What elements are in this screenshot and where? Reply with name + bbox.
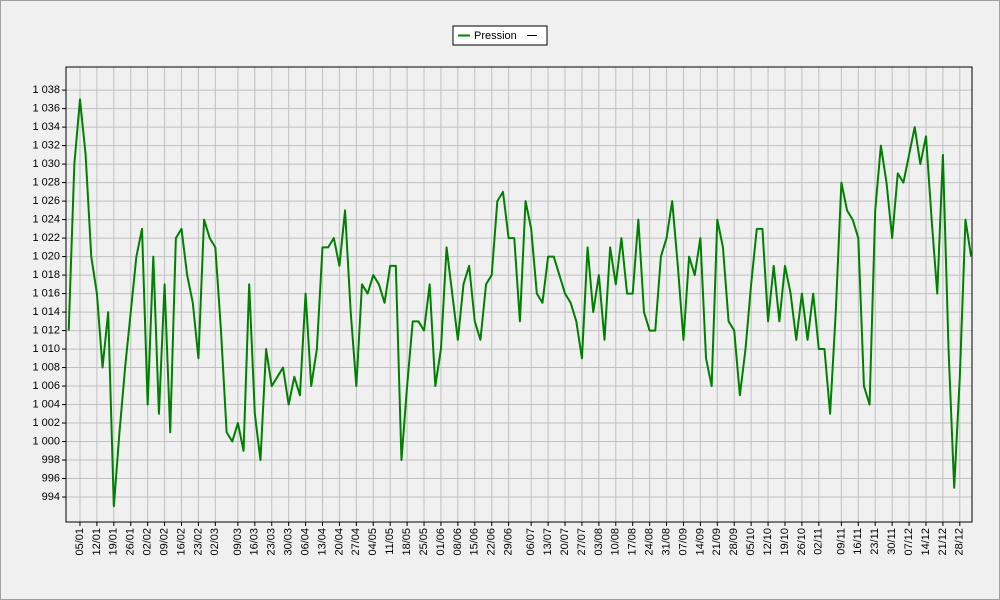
y-tick-label: 1 020 [32,250,60,262]
x-tick-label: 25/05 [418,528,430,556]
plot-frame [65,66,973,523]
legend: Pression [452,25,548,46]
legend-label: Pression [474,30,517,42]
x-tick-label: 16/03 [249,528,261,556]
x-tick-label: 13/07 [542,528,554,556]
x-tick-label: 12/10 [762,528,774,556]
data-line [67,98,973,508]
x-tick-label: 09/11 [835,528,847,555]
y-tick-label: 1 012 [32,324,60,336]
x-tick-label: 17/08 [627,528,639,556]
y-tick-label: 1 016 [32,287,60,299]
y-tick-label: 1 014 [32,306,60,318]
x-tick-label: 01/06 [435,528,447,556]
x-tick-label: 02/02 [142,528,154,556]
x-tick-label: 24/08 [644,528,656,556]
x-tick-label: 07/09 [677,528,689,556]
x-tick-label: 05/01 [74,528,86,556]
x-tick-label: 26/01 [125,528,137,556]
y-tick-label: 1 018 [32,269,60,281]
y-tick-label: 1 022 [32,232,60,244]
x-tick-label: 19/01 [108,528,120,556]
x-tick-label: 14/09 [694,528,706,556]
x-tick-label: 09/03 [232,528,244,556]
y-tick-label: 1 004 [32,398,60,410]
legend-box [452,25,548,46]
x-tick-label: 02/11 [813,528,825,555]
x-tick-label: 07/12 [903,528,915,556]
y-tick-label: 1 010 [32,343,60,355]
x-tick-label: 04/05 [367,528,379,556]
x-tick-label: 16/11 [852,528,864,555]
y-tick-label: 1 032 [32,140,60,152]
x-tick-label: 09/02 [158,528,170,556]
y-tick-label: 996 [42,472,60,484]
x-tick-label: 30/11 [886,528,898,555]
x-tick-label: 21/12 [937,528,949,556]
x-tick-label: 10/08 [610,528,622,556]
x-tick-label: 14/12 [920,528,932,556]
x-tick-label: 20/04 [333,528,345,556]
x-tick-label: 28/12 [954,528,966,556]
x-tick-label: 02/03 [209,528,221,556]
x-tick-label: 27/07 [576,528,588,556]
x-tick-label: 23/11 [869,528,881,555]
x-tick-label: 13/04 [316,528,328,556]
y-tick-label: 1 034 [32,121,60,133]
x-tick-label: 03/08 [593,528,605,556]
x-tick-label: 06/07 [525,528,537,556]
y-tick-label: 1 024 [32,213,60,225]
x-tick-label: 26/10 [796,528,808,556]
x-tick-label: 21/09 [711,528,723,556]
x-tick-label: 16/02 [175,528,187,556]
x-tick-label: 29/06 [503,528,515,556]
x-tick-label: 12/01 [91,528,103,556]
x-tick-label: 28/09 [728,528,740,556]
x-tick-label: 15/06 [469,528,481,556]
x-tick-label: 06/04 [299,528,311,556]
y-tick-label: 1 000 [32,435,60,447]
y-tick-label: 994 [42,491,60,503]
x-tick-label: 23/03 [266,528,278,556]
y-tick-label: 1 038 [32,84,60,96]
x-tick-label: 30/03 [283,528,295,556]
x-tick-label: 27/04 [350,528,362,556]
x-tick-label: 20/07 [559,528,571,556]
y-tick-label: 1 006 [32,380,60,392]
x-tick-label: 31/08 [660,528,672,556]
x-tick-label: 18/05 [401,528,413,556]
y-tick-label: 1 036 [32,103,60,115]
y-tick-label: 1 026 [32,195,60,207]
x-tick-label: 11/05 [384,528,396,555]
x-tick-label: 19/10 [779,528,791,556]
y-tick-label: 1 030 [32,158,60,170]
x-tick-label: 22/06 [486,528,498,556]
y-tick-label: 1 008 [32,361,60,373]
x-tick-label: 23/02 [192,528,204,556]
x-tick-label: 05/10 [745,528,757,556]
y-tick-label: 1 028 [32,177,60,189]
x-tick-label: 08/06 [452,528,464,556]
y-tick-label: 998 [42,454,60,466]
y-tick-label: 1 002 [32,417,60,429]
